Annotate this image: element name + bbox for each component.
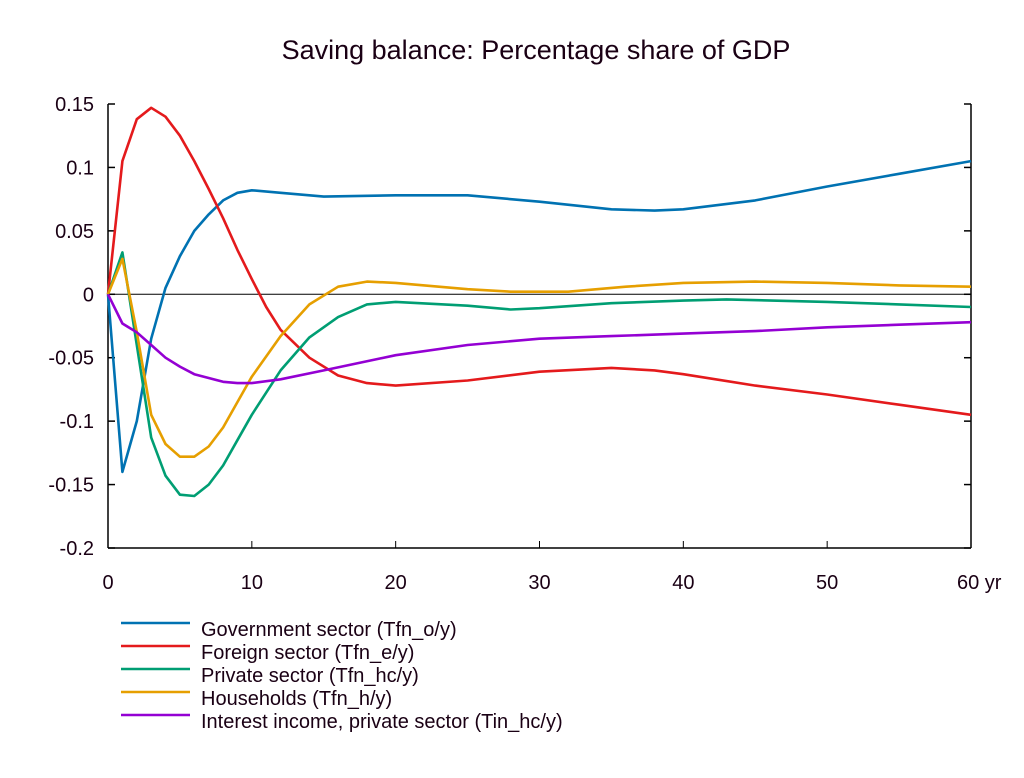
x-tick-label: 30 (528, 572, 550, 594)
y-tick-label: 0.15 (55, 94, 94, 116)
y-tick-label: 0.05 (55, 221, 94, 243)
x-tick-label: 20 (385, 572, 407, 594)
chart-title: Saving balance: Percentage share of GDP (282, 35, 791, 65)
y-tick-label: 0.1 (66, 157, 94, 179)
y-tick-label: -0.1 (60, 411, 94, 433)
x-tick-label: 60 yr (957, 572, 1002, 594)
y-tick-label: -0.15 (48, 475, 94, 497)
y-tick-label: -0.05 (48, 348, 94, 370)
legend-label-5: Interest income, private sector (Tin_hc/… (201, 711, 563, 733)
legend-label-4: Households (Tfn_h/y) (201, 688, 392, 710)
series-line-1 (106, 159, 972, 474)
x-tick-label: 0 (102, 572, 113, 594)
legend-label-3: Private sector (Tfn_hc/y) (201, 665, 419, 687)
y-tick-label: -0.2 (60, 538, 94, 560)
series-line-3 (106, 251, 972, 498)
legend-label-1: Government sector (Tfn_o/y) (201, 619, 457, 641)
x-tick-label: 10 (241, 572, 263, 594)
y-tick-label: 0 (83, 284, 94, 306)
series-line-2 (106, 106, 972, 417)
x-tick-label: 50 (816, 572, 838, 594)
legend: Government sector (Tfn_o/y)Foreign secto… (121, 619, 563, 733)
series-line-5 (106, 293, 972, 385)
legend-label-2: Foreign sector (Tfn_e/y) (201, 642, 414, 664)
plot-area: 0.15 0.1 0.05 0 -0.05 -0.1 -0.15 -0.2 0 10 20 30 40 5… (48, 94, 1001, 594)
series-line-4 (106, 257, 972, 459)
x-tick-label: 40 (672, 572, 694, 594)
